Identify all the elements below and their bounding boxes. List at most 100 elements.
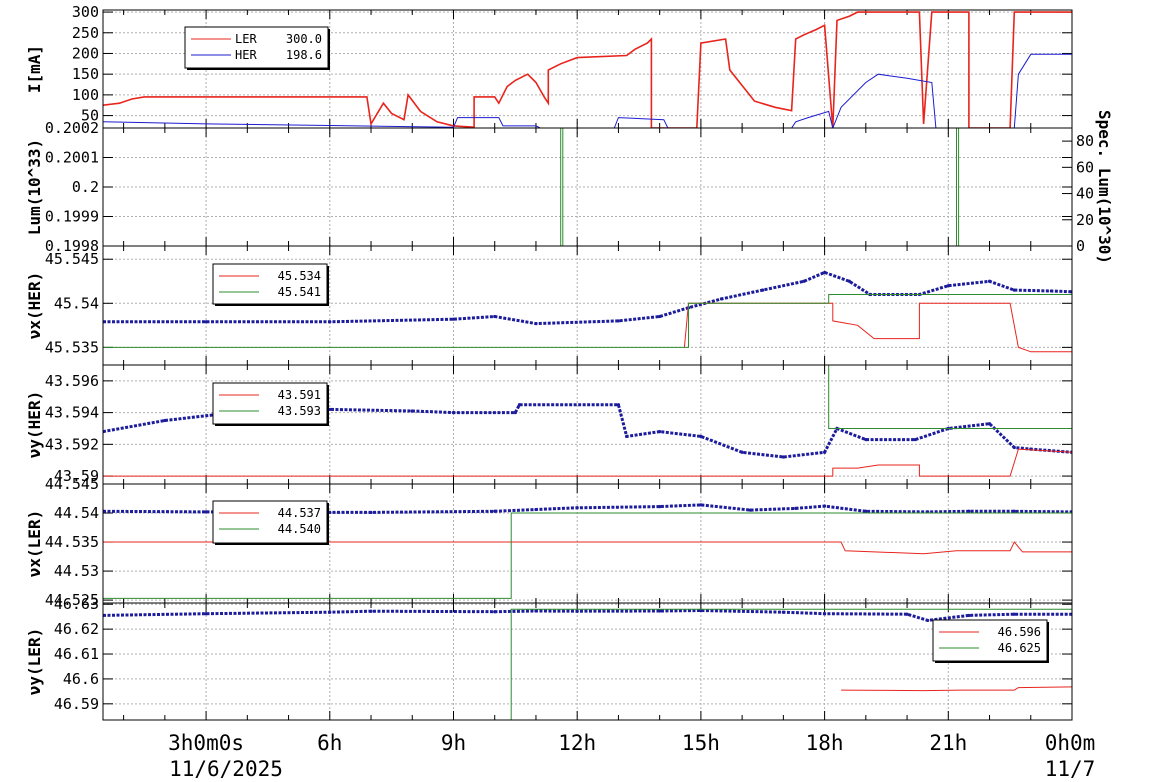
data-point	[905, 612, 909, 616]
data-point	[740, 450, 744, 454]
data-point	[493, 509, 497, 513]
time-tick-label: 15h	[682, 731, 720, 755]
y-tick-label: 0.1998	[45, 237, 99, 255]
legend-box	[932, 619, 1048, 662]
y2-tick-label: 60	[1076, 158, 1094, 176]
y-tick-label: 45.535	[45, 338, 99, 356]
series-line	[103, 294, 1072, 348]
y2-tick-label: 80	[1076, 132, 1094, 150]
time-tick-label: 12h	[558, 731, 596, 755]
plot-area	[103, 503, 1072, 599]
legend-name: HER	[235, 48, 257, 62]
legend-value: 43.591	[278, 388, 321, 402]
data-point	[1012, 509, 1016, 513]
y-tick-label: 50	[81, 107, 99, 125]
series-line	[103, 448, 1072, 477]
data-point	[369, 609, 373, 613]
y-tick-label: 44.545	[45, 475, 99, 493]
y2-tick-label: 40	[1076, 185, 1094, 203]
plot-area	[103, 365, 1072, 477]
y-tick-label: 0.2002	[45, 119, 99, 137]
y-axis-label: νy(HER)	[25, 391, 44, 458]
data-point	[517, 403, 522, 407]
data-point	[575, 609, 579, 613]
data-point	[575, 506, 579, 510]
data-point	[616, 319, 621, 323]
y-tick-label: 0.2	[72, 178, 99, 196]
series-line	[683, 302, 1072, 353]
y-tick-label: 46.62	[54, 620, 99, 638]
time-tick-label: 3h0m0s	[168, 731, 244, 755]
data-point	[534, 609, 538, 613]
y-axis-label: νy(LER)	[25, 628, 44, 695]
panel-frame	[102, 602, 1073, 721]
data-point	[864, 509, 868, 513]
y-tick-label: 250	[72, 24, 99, 42]
data-point	[781, 610, 785, 614]
start-date-label: 11/6/2025	[169, 757, 283, 781]
y-tick-label: 44.53	[54, 562, 99, 580]
plot-area	[103, 11, 1072, 128]
time-tick-label: 0h0m	[1045, 731, 1096, 755]
legend-value: 45.534	[278, 269, 321, 283]
data-point	[493, 314, 497, 319]
y-tick-label: 46.61	[54, 645, 99, 663]
legend: 45.534 45.541	[212, 263, 329, 306]
time-tick-label: 21h	[929, 731, 967, 755]
series-line	[103, 53, 1072, 128]
data-point	[822, 612, 827, 616]
y-tick-label: 0.2001	[45, 149, 99, 167]
series-line	[841, 686, 1072, 692]
data-point	[1012, 445, 1016, 450]
y-axis-label: Lum(10^33)	[25, 139, 44, 235]
data-point	[625, 434, 629, 438]
data-point	[410, 409, 414, 413]
plot-area	[103, 270, 1072, 353]
legend: LER 300.0 HER 198.6	[184, 26, 330, 70]
legend-value: 300.0	[286, 32, 322, 46]
end-date-label: 11/7	[1045, 757, 1096, 781]
data-point	[1012, 612, 1016, 616]
legend-name: LER	[235, 32, 257, 46]
y-axis-label: νx(LER)	[25, 510, 44, 577]
time-tick-label: 18h	[806, 731, 844, 755]
data-point	[451, 411, 456, 415]
data-point	[946, 284, 950, 288]
data-point	[616, 403, 621, 407]
data-point	[204, 510, 208, 514]
time-tick-label: 9h	[441, 731, 466, 755]
legend-value: 198.6	[286, 48, 322, 62]
plot-area	[103, 128, 1072, 246]
y-tick-label: 300	[72, 3, 99, 21]
series-points	[103, 608, 1072, 622]
series-line	[103, 365, 1072, 429]
data-point	[802, 279, 806, 283]
y-tick-label: 44.54	[54, 504, 99, 522]
data-point	[913, 437, 917, 442]
data-point	[658, 609, 662, 613]
data-point	[1049, 289, 1053, 293]
y-tick-label: 43.59	[54, 467, 99, 485]
y-tick-label: 43.592	[45, 435, 99, 453]
y-tick-label: 46.63	[54, 595, 99, 613]
y2-tick-label: 0	[1076, 237, 1085, 255]
data-point	[822, 270, 827, 275]
data-point	[204, 612, 208, 616]
y-tick-label: 44.535	[45, 533, 99, 551]
series-line	[103, 11, 1072, 128]
legend: 44.537 44.540	[212, 500, 329, 545]
time-tick-label: 6h	[317, 731, 342, 755]
panel-2: 0.1998 0.1999 0.2 0.2001 0.2002 0 20 40 60 80 Spec…	[25, 110, 1114, 264]
legend-value: 46.596	[998, 625, 1041, 639]
data-point	[794, 506, 798, 510]
legend-box	[212, 263, 328, 305]
legend-value: 43.593	[278, 404, 321, 418]
data-point	[781, 455, 785, 459]
data-point	[822, 450, 827, 454]
series-line	[103, 608, 1072, 720]
y-tick-label: 46.6	[63, 670, 99, 688]
y-axis-label: I[mA]	[25, 45, 44, 93]
